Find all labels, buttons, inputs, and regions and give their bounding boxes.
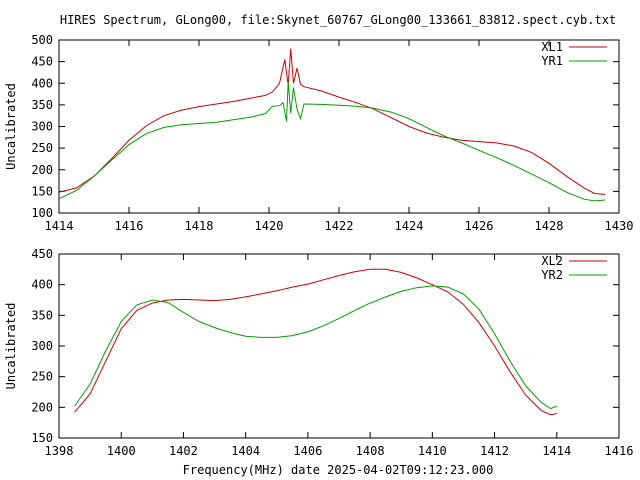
- x-tick-label: 1416: [605, 444, 634, 458]
- legend-label-xl1: XL1: [541, 40, 563, 54]
- bottom-spectrum-panel: 1398 1400 1402 1404 1406 1408 1410 1412 1414 1416…: [4, 247, 633, 458]
- x-tick-label: 1424: [395, 219, 424, 233]
- x-tick-label: 1412: [480, 444, 509, 458]
- x-tick-label: 1420: [255, 219, 284, 233]
- chart-title: HIRES Spectrum, GLong00, file:Skynet_607…: [60, 13, 616, 27]
- y-tick-label: 150: [31, 431, 53, 445]
- y-tick-label: 350: [31, 98, 53, 112]
- x-axis-label: Frequency(MHz) date 2025-04-02T09:12:23.…: [183, 463, 494, 477]
- plot-frame: [58, 39, 620, 214]
- y-tick-label: 350: [31, 308, 53, 322]
- x-tick-label: 1404: [231, 444, 260, 458]
- x-tick-label: 1418: [185, 219, 214, 233]
- x-tick-label: 1402: [169, 444, 198, 458]
- legend-label-xl2: XL2: [541, 254, 563, 268]
- x-tick-label: 1398: [45, 444, 74, 458]
- y-tick-label: 200: [31, 400, 53, 414]
- legend-label-yr2: YR2: [541, 268, 563, 282]
- y-axis-label: Uncalibrated: [4, 303, 18, 390]
- y-tick-label: 500: [31, 33, 53, 47]
- x-tick-label: 1410: [418, 444, 447, 458]
- y-tick-label: 400: [31, 76, 53, 90]
- x-tick-label: 1426: [465, 219, 494, 233]
- x-tick-label: 1406: [293, 444, 322, 458]
- x-tick-label: 1414: [45, 219, 74, 233]
- x-tick-label: 1430: [605, 219, 634, 233]
- series-line-yr1: [58, 81, 606, 202]
- y-tick-label: 250: [31, 141, 53, 155]
- legend-label-yr1: YR1: [541, 54, 563, 68]
- series-line-xl1: [58, 48, 606, 195]
- plot-frame: [58, 253, 620, 439]
- y-tick-label: 150: [31, 184, 53, 198]
- series-line-yr2: [74, 285, 557, 410]
- x-tick-label: 1400: [107, 444, 136, 458]
- y-tick-label: 300: [31, 339, 53, 353]
- x-tick-label: 1422: [325, 219, 354, 233]
- y-tick-label: 450: [31, 55, 53, 69]
- y-tick-label: 300: [31, 120, 53, 134]
- y-tick-label: 400: [31, 278, 53, 292]
- series-line-xl2: [74, 268, 557, 416]
- x-tick-label: 1428: [535, 219, 564, 233]
- x-tick-label: 1414: [542, 444, 571, 458]
- y-tick-label: 100: [31, 206, 53, 220]
- y-tick-label: 250: [31, 370, 53, 384]
- y-tick-label: 200: [31, 163, 53, 177]
- x-tick-label: 1416: [115, 219, 144, 233]
- x-tick-label: 1408: [356, 444, 385, 458]
- y-tick-label: 450: [31, 247, 53, 261]
- y-axis-label: Uncalibrated: [4, 83, 18, 170]
- top-spectrum-panel: 1414 1416 1418 1420 1422 1424 1426 1428 1430 100 1…: [4, 33, 633, 233]
